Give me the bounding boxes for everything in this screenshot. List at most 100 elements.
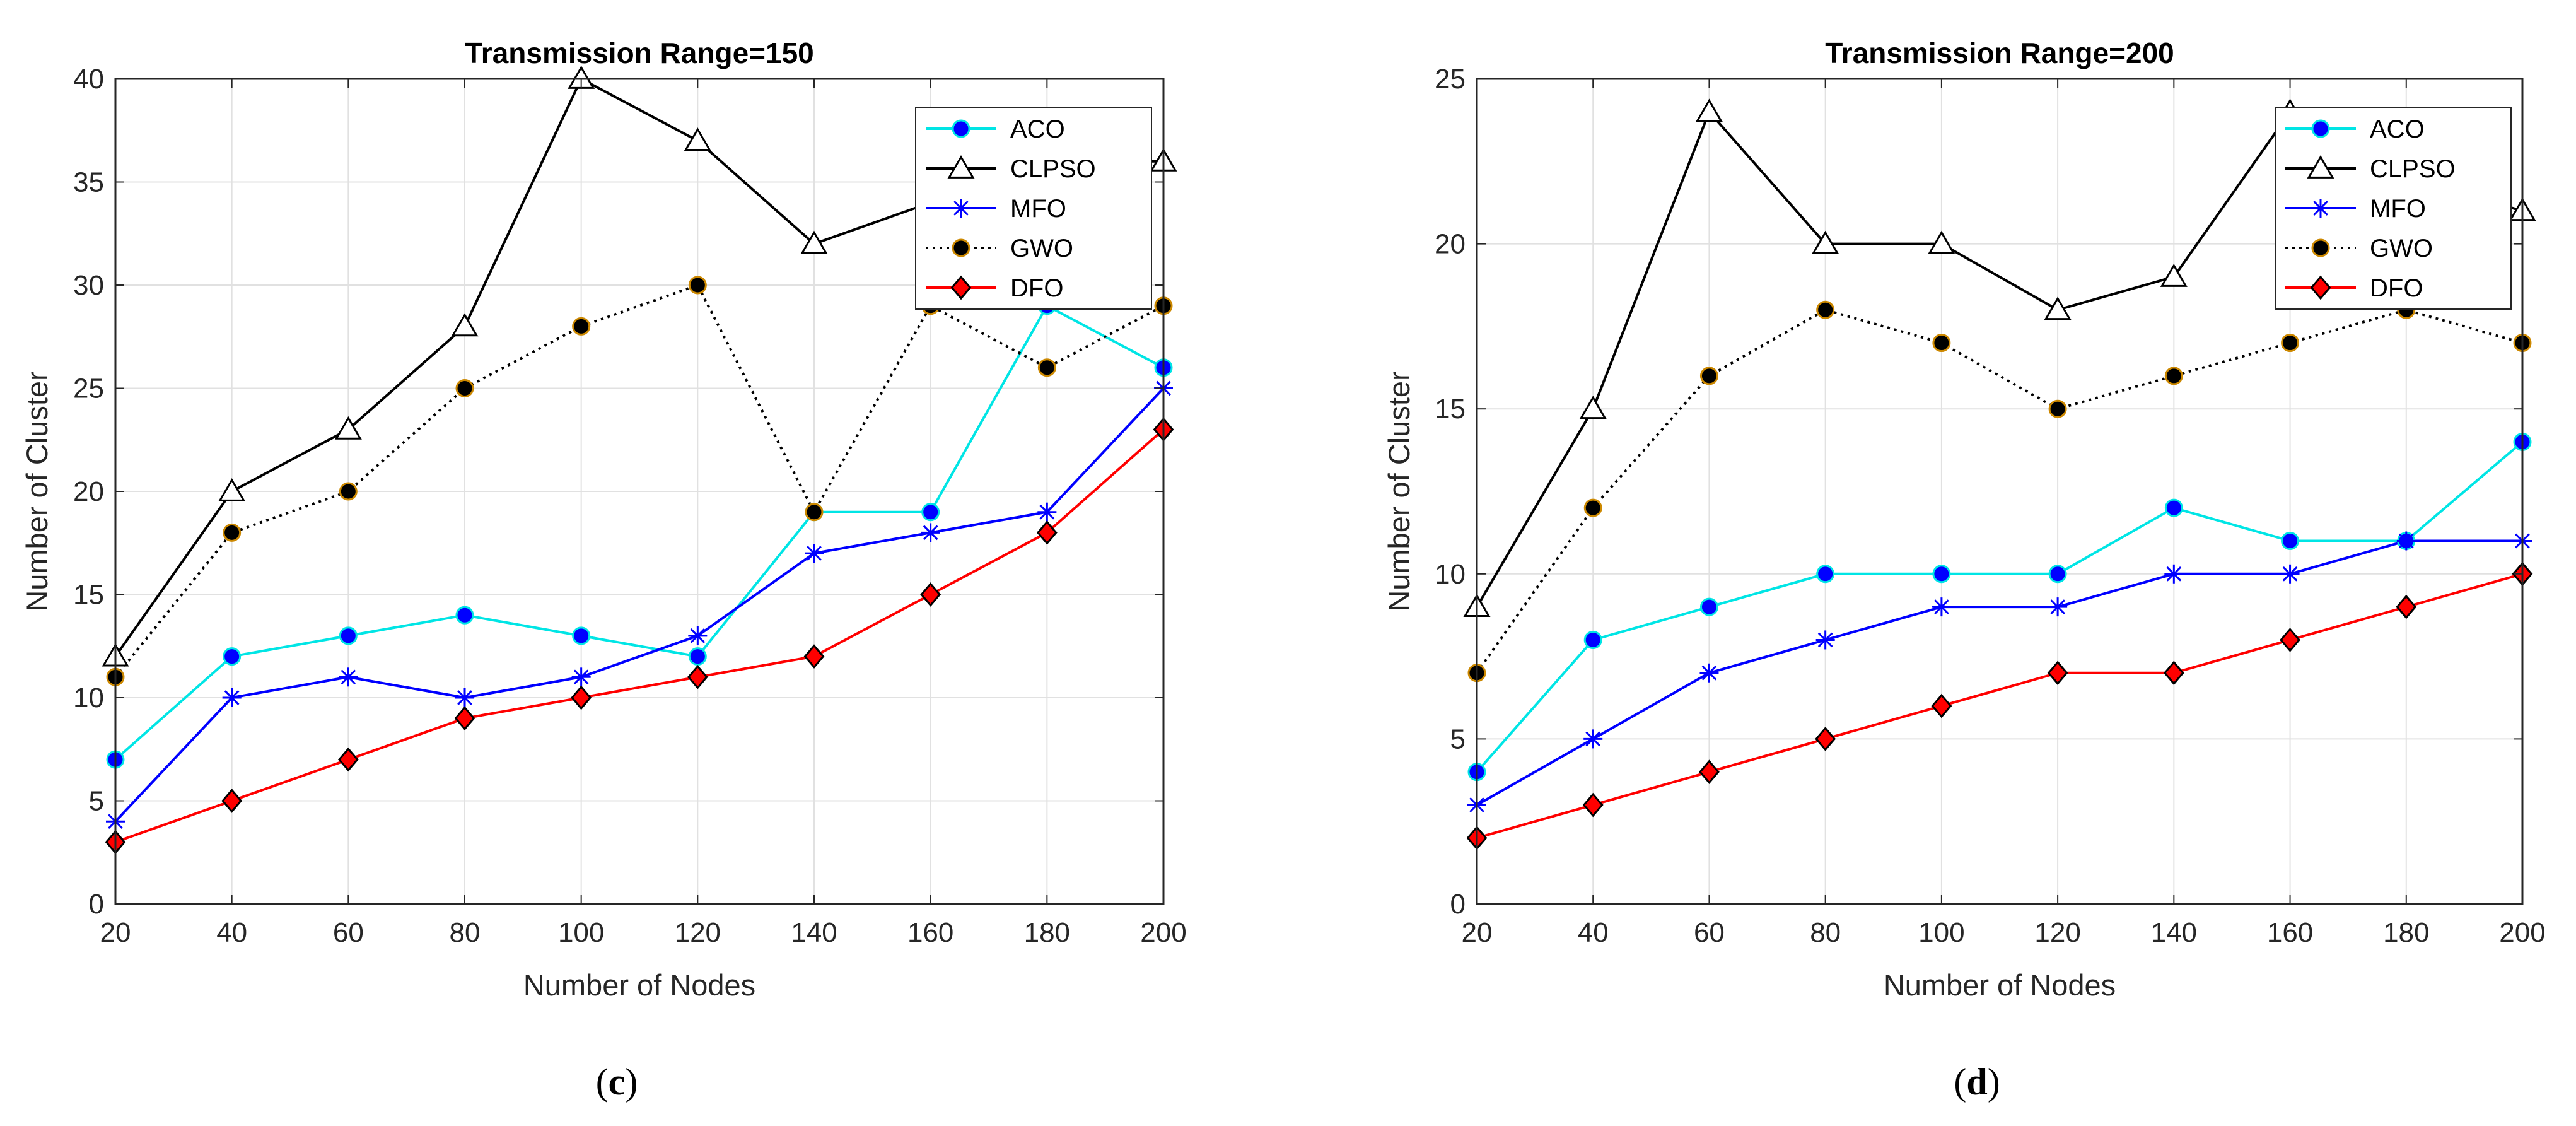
legend-label-mfo: MFO (2370, 195, 2426, 223)
legend-entry-dfo: DFO (2285, 274, 2423, 302)
data-point-mfo (1699, 663, 1719, 683)
series-line-dfo (1476, 572, 2523, 840)
data-point-gwo (572, 317, 591, 336)
data-point-mfo (339, 667, 358, 687)
data-point-dfo (1931, 693, 1952, 718)
legend-entry-clpso: CLPSO (2285, 155, 2456, 183)
data-point-gwo (2281, 334, 2300, 353)
x-tick-label: 140 (2151, 917, 2197, 948)
legend-marker-aco (2311, 119, 2330, 138)
series-group (1463, 98, 2536, 850)
star-stroke (1701, 665, 1717, 681)
data-point-aco (2048, 565, 2067, 584)
legend-label-aco: ACO (2370, 115, 2425, 143)
legend-entry-gwo: GWO (926, 235, 1073, 262)
data-point-dfo (571, 685, 592, 710)
y-tick-label: 0 (1450, 889, 1466, 920)
legend-marker-mfo (2311, 199, 2330, 218)
x-tick-label: 20 (1462, 917, 1493, 948)
chart-d: 20 40 60 80 100 120 140 160 180 200 0 5 10 15 20 25 Tra… (1382, 37, 2546, 1103)
x-tick-label: 180 (2383, 917, 2429, 948)
legend-marker-clpso (947, 155, 975, 179)
data-point-mfo (571, 667, 591, 687)
x-tick-label: 100 (1918, 917, 1964, 948)
star-stroke (573, 669, 589, 685)
data-point-aco (223, 647, 242, 666)
legend: ACO CLPSO MFO GWO DFO (2275, 107, 2512, 310)
data-point-dfo (2396, 594, 2417, 619)
data-point-clpso (684, 127, 711, 151)
data-point-clpso (1928, 230, 1955, 254)
x-tick-label: 20 (100, 917, 131, 948)
x-tick-label: 60 (1694, 917, 1725, 948)
y-tick-label: 30 (73, 270, 104, 301)
x-tick-label: 60 (333, 917, 364, 948)
legend-label-clpso: CLPSO (1010, 155, 1096, 183)
x-axis-label: Number of Nodes (1884, 968, 2116, 1002)
chart-title: Transmission Range=150 (465, 37, 814, 69)
data-point-dfo (2047, 660, 2068, 686)
legend-label-gwo: GWO (2370, 235, 2433, 262)
data-point-clpso (1579, 396, 1607, 419)
data-point-dfo (1699, 759, 1720, 785)
x-axis-label: Number of Nodes (523, 968, 755, 1002)
data-point-dfo (454, 706, 475, 731)
data-point-gwo (1583, 498, 1602, 517)
x-tick-label: 80 (1810, 917, 1841, 948)
star-stroke (1039, 504, 1055, 520)
data-point-dfo (2280, 628, 2300, 652)
data-point-clpso (451, 313, 479, 337)
star-stroke (2398, 533, 2414, 549)
caption: (c) (596, 1061, 638, 1103)
y-tick-label: 5 (1450, 724, 1466, 754)
series-line-mfo (1476, 539, 2522, 806)
star-stroke (457, 690, 472, 705)
legend-marker-dfo (2310, 275, 2331, 300)
legend-entry-mfo: MFO (926, 195, 1066, 223)
y-tick-label: 10 (73, 683, 104, 713)
y-tick-label: 25 (73, 373, 104, 404)
x-tick-label: 200 (2499, 917, 2545, 948)
legend-entry-clpso: CLPSO (926, 155, 1096, 183)
data-point-clpso (568, 66, 595, 89)
legend-entry-aco: ACO (926, 115, 1065, 143)
legend: ACO CLPSO MFO GWO DFO (915, 107, 1152, 310)
x-tick-label: 40 (216, 917, 247, 948)
data-point-aco (1932, 565, 1951, 584)
star-stroke (807, 546, 822, 561)
x-tick-label: 120 (675, 917, 721, 948)
data-point-clpso (800, 230, 828, 254)
chart-c: 20 40 60 80 100 120 140 160 180 200 0 5 10 15 20 25 30 35… (20, 37, 1187, 1103)
y-tick-label: 15 (73, 580, 104, 611)
y-tick-label: 5 (89, 786, 104, 817)
legend-marker-dfo (950, 275, 972, 300)
x-tick-label: 80 (450, 917, 481, 948)
data-point-gwo (1037, 358, 1056, 377)
x-tick-label: 140 (791, 917, 837, 948)
x-tick-label: 100 (558, 917, 604, 948)
y-tick-label: 0 (89, 889, 104, 920)
star-stroke (2313, 201, 2328, 216)
data-point-dfo (803, 644, 825, 669)
data-point-aco (688, 647, 707, 666)
data-point-clpso (2044, 296, 2072, 320)
data-point-clpso (1695, 98, 1723, 122)
x-tick-label: 160 (907, 917, 953, 948)
data-point-aco (921, 503, 940, 522)
data-point-mfo (1815, 630, 1835, 650)
y-tick-label: 20 (73, 476, 104, 507)
series-line-aco (114, 304, 1164, 761)
y-tick-label: 40 (73, 64, 104, 95)
data-point-mfo (222, 688, 242, 707)
chart-title: Transmission Range=200 (1825, 37, 2174, 69)
data-point-gwo (1699, 367, 1718, 385)
y-axis-label: Number of Cluster (1382, 371, 1416, 611)
data-point-mfo (2164, 564, 2184, 584)
data-point-dfo (687, 664, 708, 689)
y-tick-label: 25 (1435, 64, 1466, 95)
legend-label-gwo: GWO (1010, 235, 1073, 262)
data-point-gwo (1816, 300, 1835, 319)
legend-label-aco: ACO (1010, 115, 1065, 143)
data-point-aco (455, 606, 474, 625)
